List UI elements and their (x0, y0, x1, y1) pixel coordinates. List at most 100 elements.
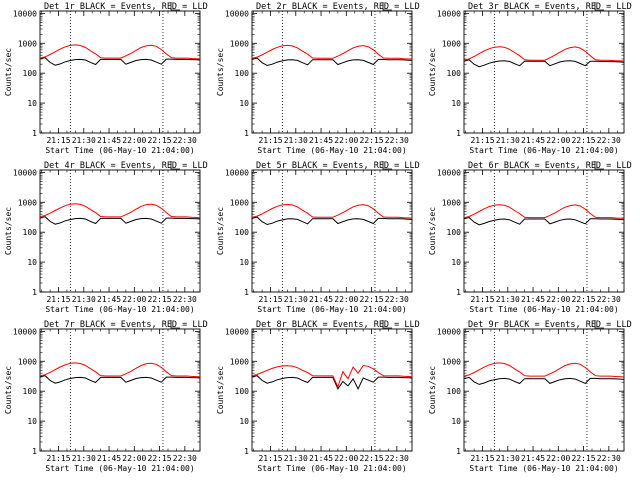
y-tick-label: 100 (23, 228, 38, 237)
y-tick-label: 100 (23, 387, 38, 396)
y-tick-label: 1 (456, 288, 461, 297)
lld-series-line (251, 44, 413, 60)
panel-4: Det 4r BLACK = Events, RED = LLD 1 10 100 10… (4, 161, 208, 314)
events-series-line (39, 57, 201, 66)
y-axis-label: Counts/sec (4, 207, 13, 255)
panel-title: Det 7r BLACK = Events, RED = LLD (44, 320, 208, 330)
y-tick-label: 10 (239, 258, 249, 267)
y-tick-label: 10000 (437, 327, 461, 336)
panel-8: Det 8r BLACK = Events, RED = LLD 1 10 100 10… (216, 320, 420, 473)
x-tick-label: 21:15 (470, 454, 494, 463)
x-tick-label: 21:45 (97, 295, 121, 304)
plot-frame (463, 169, 625, 293)
x-tick-label: 22:15 (360, 136, 384, 145)
y-tick-label: 1 (244, 447, 249, 456)
x-tick-label: 22:30 (385, 295, 409, 304)
x-tick-label: 21:30 (72, 136, 96, 145)
y-tick-label: 1000 (442, 357, 461, 366)
y-tick-label: 1 (32, 447, 37, 456)
x-tick-label: 21:45 (521, 295, 545, 304)
y-tick-label: 10 (451, 258, 461, 267)
y-axis-label: Counts/sec (216, 48, 225, 96)
x-tick-label: 21:45 (309, 295, 333, 304)
x-axis-label: Start Time (06-May-10 21:04:00) (45, 146, 194, 155)
plot-frame (251, 328, 413, 452)
y-tick-label: 10 (27, 417, 37, 426)
y-tick-label: 100 (235, 228, 250, 237)
x-axis-label: Start Time (06-May-10 21:04:00) (469, 305, 618, 314)
lld-series-line (463, 46, 625, 62)
x-tick-label: 21:45 (97, 454, 121, 463)
y-tick-label: 1 (32, 129, 37, 138)
x-tick-label: 22:00 (122, 136, 146, 145)
y-tick-label: 100 (23, 69, 38, 78)
x-tick-label: 21:45 (309, 454, 333, 463)
x-tick-label: 22:00 (546, 454, 570, 463)
y-tick-label: 1000 (18, 198, 37, 207)
panel-2: Det 2r BLACK = Events, RED = LLD 1 10 100 10… (216, 2, 420, 155)
panel-title: Det 4r BLACK = Events, RED = LLD (44, 161, 208, 171)
y-tick-label: 1000 (18, 357, 37, 366)
y-tick-label: 100 (235, 387, 250, 396)
x-tick-label: 22:00 (122, 454, 146, 463)
plot-frame (463, 10, 625, 134)
x-tick-label: 21:30 (72, 454, 96, 463)
lld-series-line (463, 362, 625, 378)
x-tick-label: 21:45 (521, 136, 545, 145)
legend-bracket (170, 2, 180, 11)
x-tick-label: 22:30 (385, 454, 409, 463)
events-series-line (463, 376, 625, 385)
x-tick-label: 22:15 (572, 136, 596, 145)
y-tick-label: 10000 (225, 327, 249, 336)
y-tick-label: 10000 (225, 168, 249, 177)
x-tick-label: 22:15 (572, 295, 596, 304)
y-tick-label: 10000 (13, 327, 37, 336)
y-axis-label: Counts/sec (216, 207, 225, 255)
y-tick-label: 10000 (437, 9, 461, 18)
panel-3: Det 3r BLACK = Events, RED = LLD 1 10 100 10… (428, 2, 632, 155)
y-axis-label: Counts/sec (216, 366, 225, 414)
y-tick-label: 1 (456, 447, 461, 456)
legend-bracket (382, 161, 392, 170)
x-tick-label: 21:45 (309, 136, 333, 145)
y-axis-label: Counts/sec (4, 366, 13, 414)
plot-frame (251, 10, 413, 134)
x-tick-label: 21:30 (72, 295, 96, 304)
plot-frame (39, 328, 201, 452)
x-tick-label: 21:30 (284, 454, 308, 463)
x-tick-label: 21:15 (46, 295, 70, 304)
events-series-line (251, 216, 413, 226)
y-tick-label: 1000 (230, 39, 249, 48)
x-tick-label: 21:15 (46, 454, 70, 463)
x-tick-label: 22:00 (546, 136, 570, 145)
x-tick-label: 22:15 (572, 454, 596, 463)
lld-series-line (251, 203, 413, 219)
events-series-line (463, 216, 625, 226)
x-tick-label: 21:30 (496, 136, 520, 145)
y-tick-label: 10 (27, 258, 37, 267)
x-tick-label: 21:30 (284, 295, 308, 304)
y-tick-label: 100 (235, 69, 250, 78)
x-axis-label: Start Time (06-May-10 21:04:00) (469, 464, 618, 473)
y-tick-label: 10000 (13, 9, 37, 18)
panel-title: Det 9r BLACK = Events, RED = LLD (468, 320, 632, 330)
panel-title: Det 3r BLACK = Events, RED = LLD (468, 2, 632, 12)
lld-series-line (39, 362, 201, 378)
y-tick-label: 10000 (225, 9, 249, 18)
y-tick-label: 1 (456, 129, 461, 138)
panel-title: Det 1r BLACK = Events, RED = LLD (44, 2, 208, 12)
y-tick-label: 1000 (18, 39, 37, 48)
y-tick-label: 1 (32, 288, 37, 297)
y-axis-label: Counts/sec (428, 207, 437, 255)
x-tick-label: 22:30 (597, 136, 621, 145)
x-tick-label: 21:15 (46, 136, 70, 145)
panel-title: Det 8r BLACK = Events, RED = LLD (256, 320, 420, 330)
x-tick-label: 21:15 (258, 295, 282, 304)
lld-series-line (39, 44, 201, 60)
x-tick-label: 22:00 (334, 454, 358, 463)
y-tick-label: 100 (447, 69, 462, 78)
legend-bracket (382, 2, 392, 11)
y-tick-label: 10 (239, 99, 249, 108)
x-tick-label: 22:15 (148, 295, 172, 304)
